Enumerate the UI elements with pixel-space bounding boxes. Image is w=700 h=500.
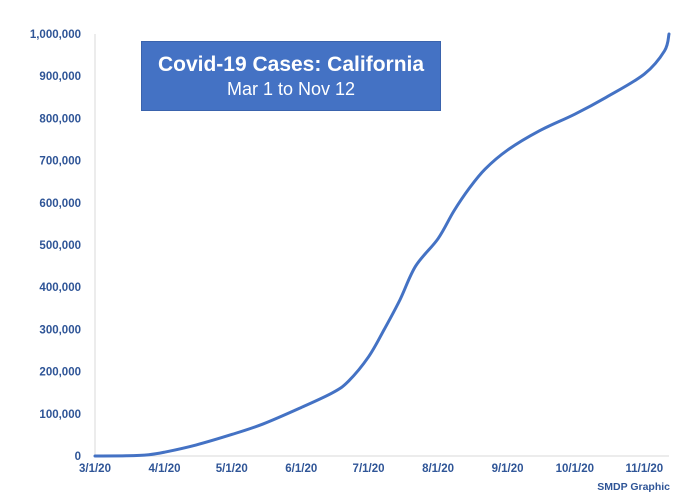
y-tick-label: 600,000 xyxy=(39,198,81,210)
y-tick-label: 800,000 xyxy=(39,113,81,125)
x-tick-label: 3/1/20 xyxy=(79,463,111,475)
y-tick-label: 300,000 xyxy=(39,324,81,336)
x-tick-label: 10/1/20 xyxy=(556,463,594,475)
x-tick-label: 9/1/20 xyxy=(492,463,524,475)
series-line-california-cases xyxy=(93,32,671,458)
y-tick-label: 700,000 xyxy=(39,156,81,168)
chart-title-box: Covid-19 Cases: California Mar 1 to Nov … xyxy=(141,41,441,111)
y-tick-label: 900,000 xyxy=(39,71,81,83)
x-tick-label: 7/1/20 xyxy=(353,463,385,475)
y-tick-label: 400,000 xyxy=(39,282,81,294)
y-tick-label: 500,000 xyxy=(39,240,81,252)
x-tick-label: 4/1/20 xyxy=(149,463,181,475)
x-tick-labels: 3/1/20 4/1/20 5/1/20 6/1/20 7/1/20 8/1/20 9/1/… xyxy=(79,463,663,475)
chart-subtitle: Mar 1 to Nov 12 xyxy=(226,79,356,99)
y-tick-labels: 0 100,000 200,000 300,000 400,000 500,000 600,… xyxy=(30,29,81,463)
x-tick-label: 6/1/20 xyxy=(285,463,317,475)
y-tick-label: 200,000 xyxy=(39,367,81,379)
credit-text: SMDP Graphic xyxy=(597,481,670,493)
x-tick-label: 11/1/20 xyxy=(625,463,663,475)
y-tick-label: 100,000 xyxy=(39,409,81,421)
x-tick-label: 5/1/20 xyxy=(216,463,248,475)
y-tick-label: 1,000,000 xyxy=(30,29,81,41)
chart-title: Covid-19 Cases: California xyxy=(157,53,425,76)
x-tick-label: 8/1/20 xyxy=(422,463,454,475)
y-tick-label: 0 xyxy=(75,451,81,463)
